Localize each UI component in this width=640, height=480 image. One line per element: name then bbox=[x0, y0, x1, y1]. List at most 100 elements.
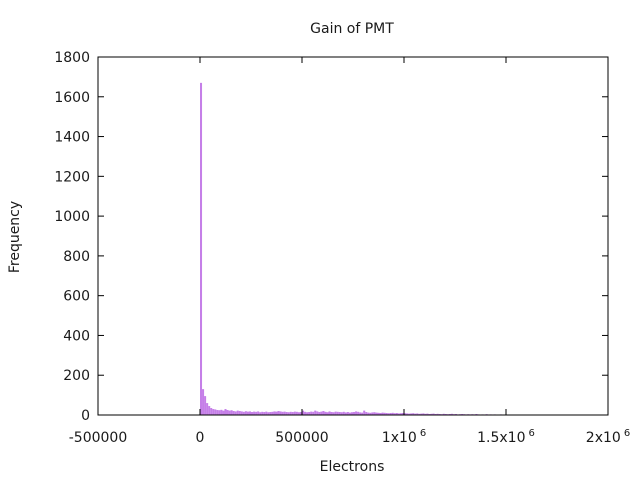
histogram-bar bbox=[450, 413, 453, 415]
histogram-bar bbox=[253, 411, 256, 415]
x-tick-label-base: 500000 bbox=[275, 430, 328, 446]
y-tick-label: 1000 bbox=[54, 209, 90, 225]
x-tick-label-exponent: 6 bbox=[420, 428, 426, 439]
histogram-bar bbox=[414, 413, 417, 415]
histogram-bar bbox=[306, 412, 309, 415]
y-tick-label: 1800 bbox=[54, 50, 90, 66]
histogram-bar bbox=[293, 411, 296, 415]
x-tick-label: 2x10 6 bbox=[586, 428, 630, 446]
histogram-bar bbox=[246, 411, 249, 415]
histogram-bar bbox=[357, 411, 360, 415]
histogram-bar bbox=[350, 412, 353, 415]
histogram-bar bbox=[442, 413, 445, 415]
histogram-bar bbox=[206, 403, 209, 415]
x-tick-label-exponent: 6 bbox=[624, 428, 630, 439]
histogram-bar bbox=[359, 412, 362, 415]
histogram-bar bbox=[273, 411, 276, 415]
y-tick-label: 600 bbox=[63, 289, 90, 305]
histogram-bar bbox=[389, 413, 392, 415]
histogram-bar bbox=[371, 412, 374, 415]
histogram-bar bbox=[314, 410, 317, 415]
histogram-bar bbox=[224, 409, 227, 415]
histogram-bar bbox=[271, 411, 274, 415]
x-tick-label-base: 0 bbox=[196, 430, 205, 446]
histogram-bar bbox=[426, 413, 429, 415]
histogram-bar bbox=[353, 412, 356, 415]
histogram-bar bbox=[289, 411, 292, 415]
histogram-bar bbox=[218, 410, 221, 415]
y-tick-label: 400 bbox=[63, 328, 90, 344]
histogram-bar bbox=[277, 411, 280, 415]
histogram-bar bbox=[326, 412, 329, 415]
y-tick-label: 0 bbox=[81, 408, 90, 424]
histogram-bar bbox=[342, 411, 345, 415]
histogram-bar bbox=[367, 412, 370, 415]
histogram-bar bbox=[248, 411, 251, 415]
histogram-bar bbox=[312, 411, 315, 415]
plot-frame bbox=[97, 56, 609, 416]
histogram-bar bbox=[208, 406, 211, 415]
x-tick-label-exponent: 6 bbox=[529, 428, 535, 439]
histogram-bar bbox=[430, 413, 433, 415]
histogram-bar bbox=[283, 411, 286, 415]
histogram-bar bbox=[322, 411, 325, 415]
histogram-bar bbox=[228, 410, 231, 415]
histogram-bar bbox=[395, 413, 398, 415]
histogram-bar bbox=[236, 410, 239, 415]
histogram-bar bbox=[285, 412, 288, 415]
histogram-bar bbox=[275, 411, 278, 415]
histogram-bar bbox=[369, 412, 372, 415]
histogram-bar bbox=[408, 413, 411, 415]
histogram-bar bbox=[220, 409, 223, 415]
axis-ticks: 0 200 400 600 800 1000 1200 1400 1600 1800 -500000… bbox=[54, 50, 630, 446]
x-tick-label: 1.5x10 6 bbox=[477, 428, 535, 446]
histogram-bar bbox=[216, 410, 219, 415]
y-tick-label: 800 bbox=[63, 249, 90, 265]
histogram-bar bbox=[232, 411, 235, 415]
histogram-bar bbox=[432, 413, 435, 415]
histogram-bar bbox=[265, 411, 268, 415]
histogram-bar bbox=[244, 411, 247, 415]
histogram-bar bbox=[361, 412, 364, 415]
histogram-bar bbox=[375, 412, 378, 415]
histogram-bar bbox=[257, 411, 260, 415]
x-tick-label-base: 1x10 bbox=[382, 430, 417, 446]
x-tick-label-base: 2x10 bbox=[586, 430, 621, 446]
histogram-bar bbox=[365, 412, 368, 415]
histogram-bar bbox=[328, 411, 331, 415]
histogram-bar bbox=[404, 413, 407, 415]
histogram-bar bbox=[412, 413, 415, 415]
histogram-bar bbox=[226, 410, 229, 415]
histogram-bar bbox=[304, 411, 307, 415]
histogram-bar bbox=[308, 412, 311, 415]
histogram-bar bbox=[234, 411, 237, 415]
histogram-bar bbox=[436, 413, 439, 415]
histogram-bar bbox=[348, 412, 351, 415]
y-tick-label: 1400 bbox=[54, 130, 90, 146]
histogram-bar bbox=[242, 411, 245, 415]
histogram-bar bbox=[287, 412, 290, 415]
histogram-bar bbox=[346, 412, 349, 415]
histogram-bar bbox=[424, 413, 427, 415]
histogram-bar bbox=[230, 410, 233, 415]
histogram-bar bbox=[332, 412, 335, 415]
histogram-bar bbox=[318, 412, 321, 415]
histogram-bar bbox=[422, 413, 425, 415]
histogram-bar bbox=[377, 412, 380, 415]
histogram-bar bbox=[214, 409, 217, 415]
histogram-bar bbox=[355, 411, 358, 415]
histogram-bar bbox=[344, 412, 347, 415]
x-tick-label: 1x10 6 bbox=[382, 428, 426, 446]
histogram-bar bbox=[281, 411, 284, 415]
histogram-bar bbox=[295, 411, 298, 415]
histogram-bar bbox=[302, 410, 305, 415]
histogram-bar bbox=[379, 413, 382, 415]
histogram-bar bbox=[383, 412, 386, 415]
histogram-bar bbox=[393, 413, 396, 415]
histogram-bar bbox=[410, 413, 413, 415]
histogram-bar bbox=[279, 411, 282, 415]
histogram-bar bbox=[255, 411, 258, 415]
histogram-bar bbox=[401, 413, 404, 415]
histogram-bar bbox=[399, 413, 402, 415]
x-axis-title: Electrons bbox=[320, 459, 385, 475]
